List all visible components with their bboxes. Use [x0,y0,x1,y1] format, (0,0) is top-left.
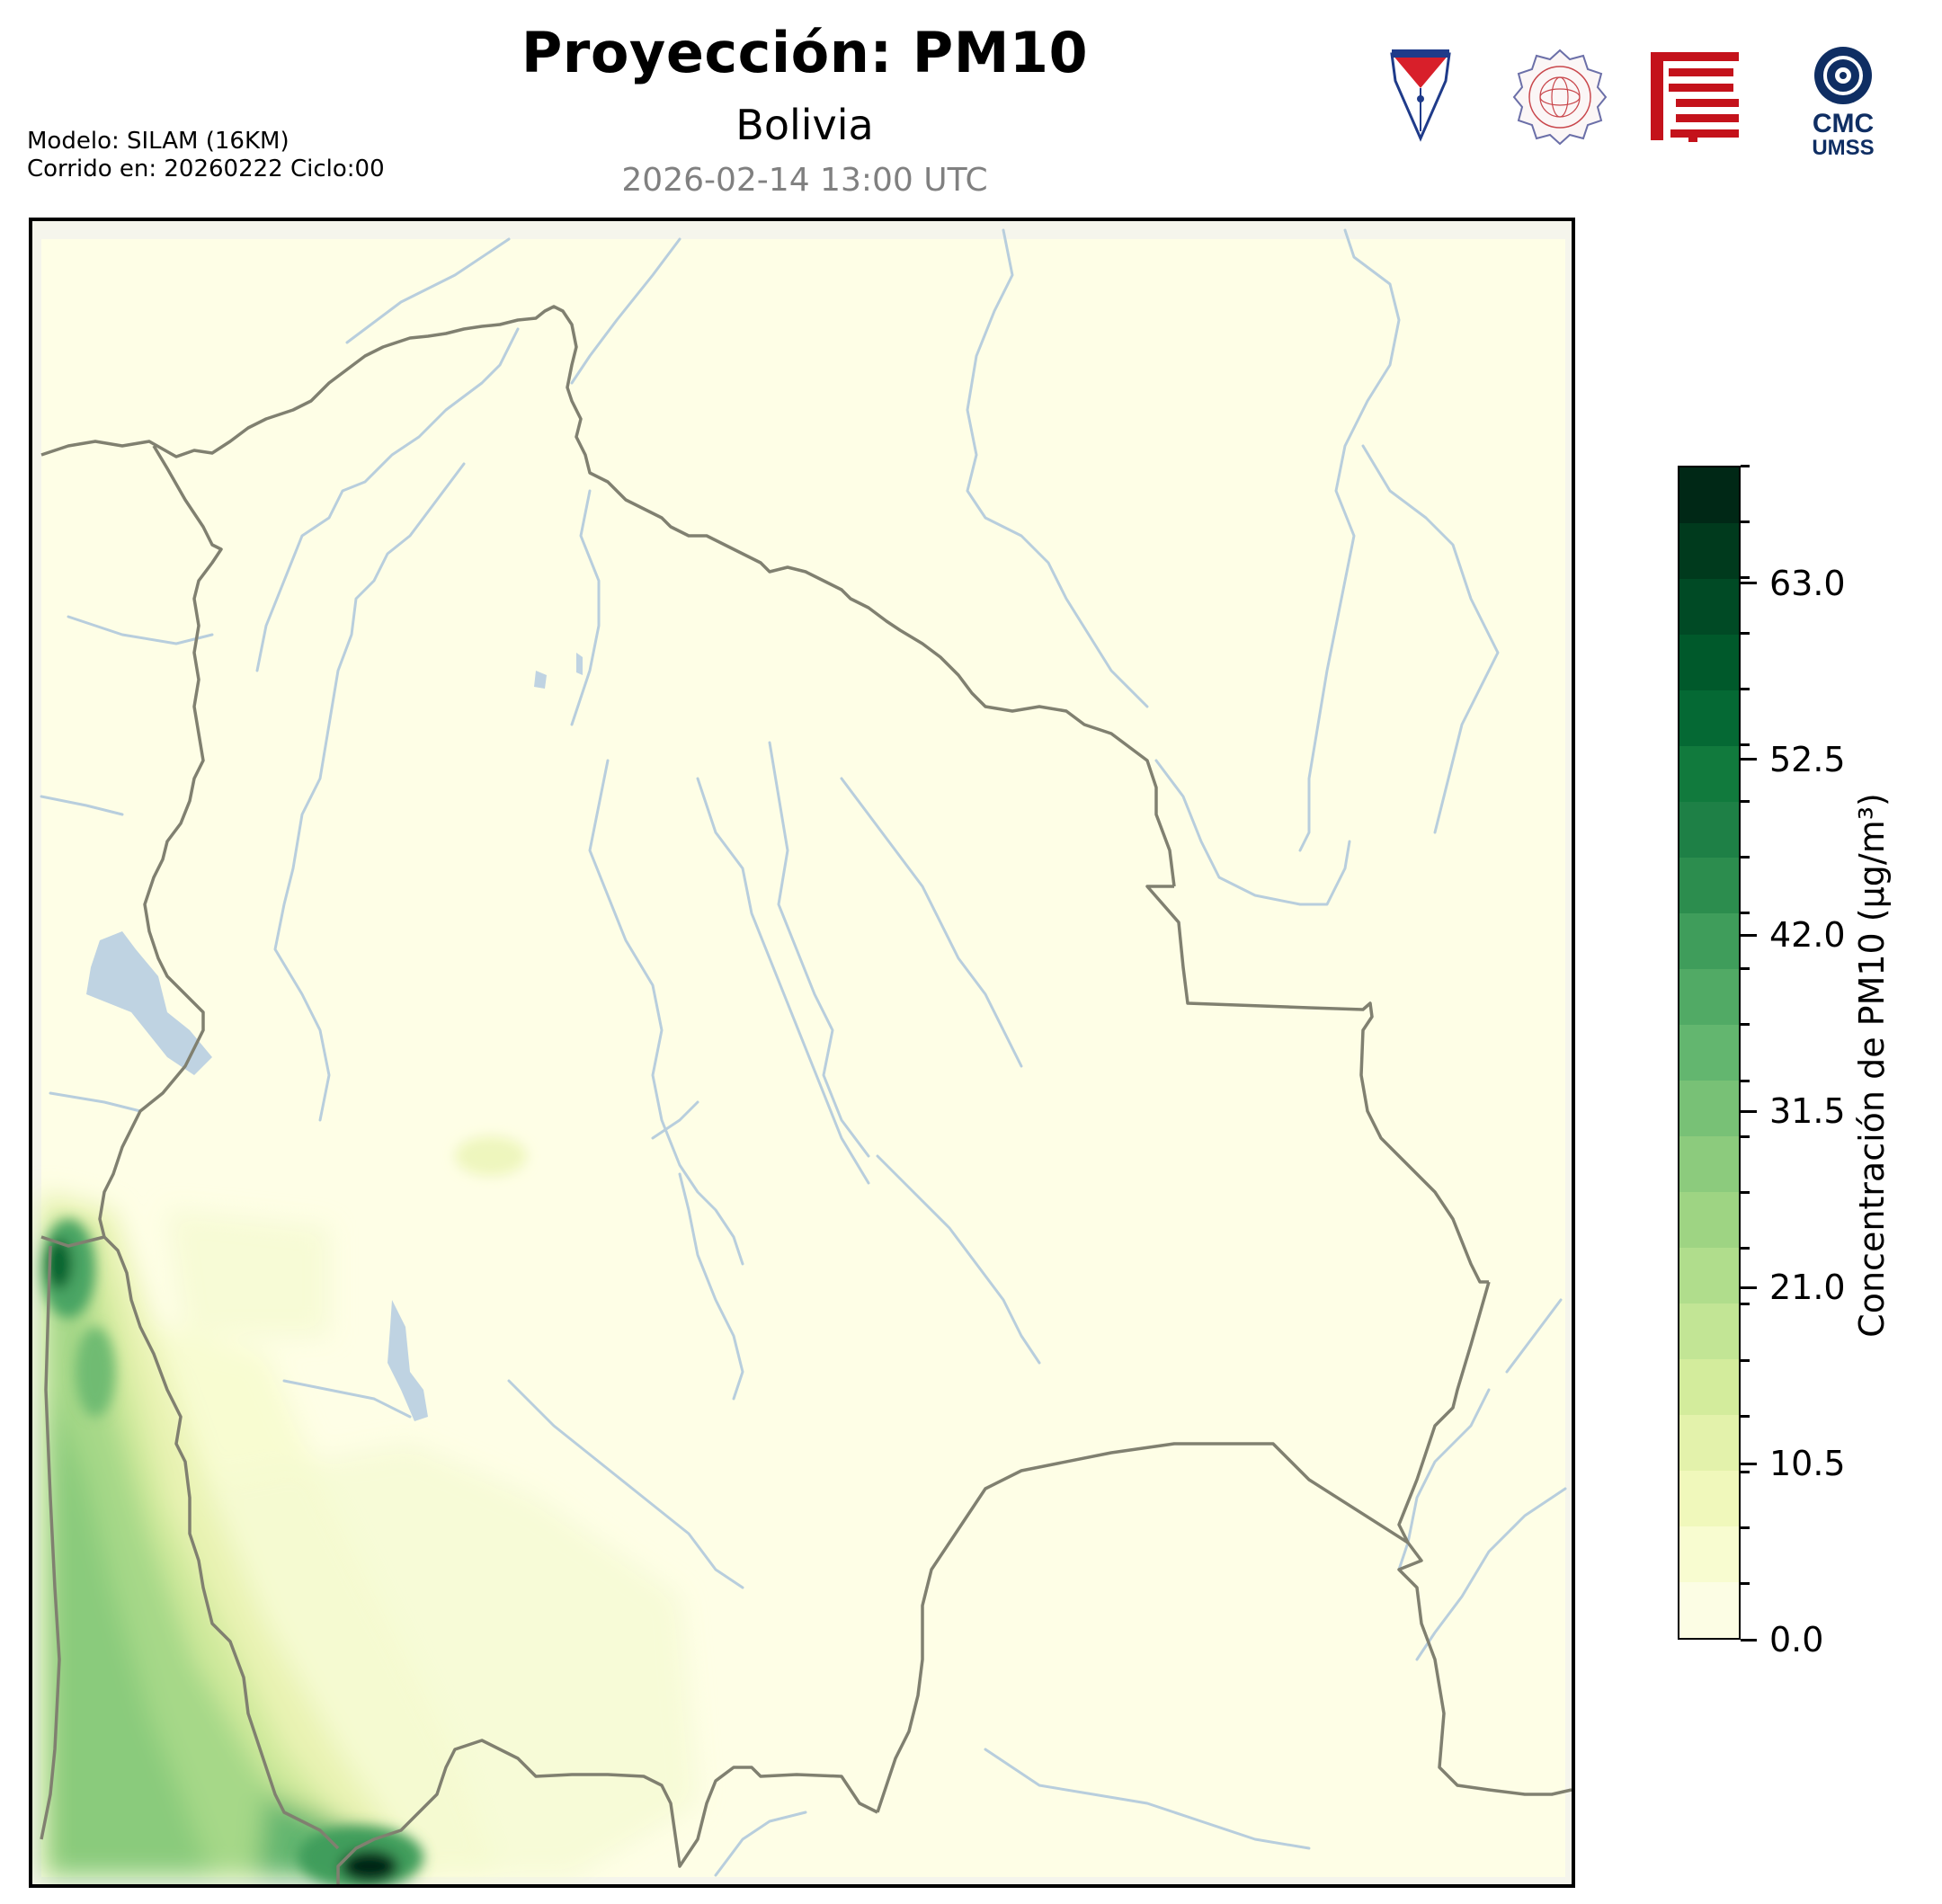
model-line: Modelo: SILAM (16KM) [27,128,290,155]
colorbar-segment [1679,1192,1739,1248]
colorbar-segment [1679,1136,1739,1192]
cmc-umss-logo: CMC UMSS [1812,47,1875,160]
map-canvas [40,228,1572,1884]
colorbar-tick-label: 0.0 [1769,1620,1824,1659]
colorbar-segment [1679,1081,1739,1136]
model-info: Modelo: SILAM (16KM) Corrido en: 2026022… [27,128,385,183]
colorbar-segment [1679,913,1739,969]
colorbar-tick-label: 31.5 [1769,1091,1846,1132]
colorbar-segment [1679,523,1739,579]
colorbar-segment [1679,635,1739,690]
lakes [86,653,583,1421]
colorbar-segment [1679,690,1739,746]
svg-text:CMC: CMC [1813,109,1874,138]
colorbar-segment [1679,1471,1739,1526]
colorbar-label: Concentración de PM10 (µg/m³) [1852,793,1892,1338]
colorbar-segment [1679,1025,1739,1081]
colorbar-segment [1679,579,1739,635]
departamento-de-fisica-seal [1512,49,1608,146]
pm10-hotspots [41,1136,527,1884]
pm10-field [41,1192,698,1877]
colorbar-segment [1679,1248,1739,1303]
rivers [40,228,1567,1877]
pm10-map [29,218,1575,1888]
colorbar-segment [1679,1415,1739,1471]
run-line: Corrido en: 20260222 Ciclo:00 [27,156,385,182]
colorbar [1678,466,1741,1640]
region-subtitle: Bolivia [735,101,874,149]
colorbar-tick-label: 21.0 [1769,1268,1846,1308]
colorbar-tick-label: 10.5 [1769,1444,1846,1484]
umss-shield-logo [1390,49,1451,142]
colorbar-tick-label: 42.0 [1769,915,1846,956]
colorbar-tick-label: 52.5 [1769,739,1846,779]
colorbar-tick-label: 63.0 [1769,563,1846,603]
colorbar-segment [1679,858,1739,913]
colorbar-segment [1679,1303,1739,1359]
colorbar-segment [1679,1526,1739,1582]
colorbar-segment [1679,746,1739,802]
colorbar-segment [1679,1359,1739,1415]
svg-text:UMSS: UMSS [1812,136,1874,160]
colorbar-ticks: 0.0 10.5 21.0 31.5 42.0 52.5 63.0 [1741,464,1920,1659]
country-borders [40,305,1572,1884]
chart-title: Proyección: PM10 [521,20,1089,85]
logos-row: CMC UMSS [1376,45,1879,160]
colorbar-segment [1679,467,1739,523]
red-institution-logo [1651,52,1739,142]
valid-time: 2026-02-14 13:00 UTC [621,162,988,199]
colorbar-segment [1679,802,1739,858]
colorbar-segment [1679,969,1739,1025]
colorbar-segment [1679,1582,1739,1638]
